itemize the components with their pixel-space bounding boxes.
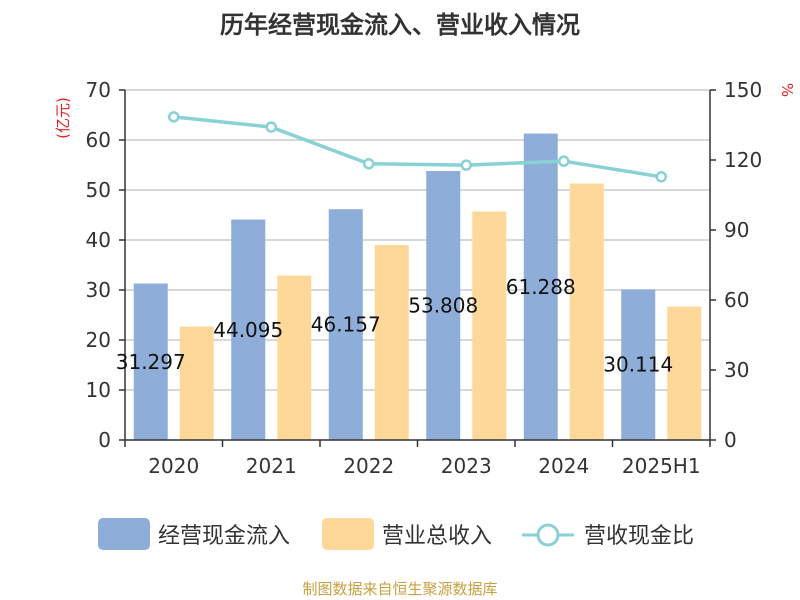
legend-marker-ratio — [536, 523, 560, 547]
left-tick-label: 20 — [86, 328, 111, 352]
left-tick-label: 30 — [86, 278, 111, 302]
right-tick-label: 150 — [724, 78, 762, 102]
left-axis-unit: (亿元) — [54, 97, 72, 139]
data-label-cash-inflow: 46.157 — [311, 313, 381, 337]
right-tick-label: 120 — [724, 148, 762, 172]
data-label-cash-inflow: 53.808 — [408, 293, 478, 317]
bar-cash-inflow — [621, 289, 656, 440]
bar-cash-inflow — [328, 209, 363, 440]
data-label-cash-inflow: 44.095 — [213, 318, 283, 342]
bar-cash-inflow — [523, 133, 558, 440]
ratio-line — [173, 115, 662, 179]
x-tick-label: 2021 — [246, 454, 297, 478]
x-axis-ticks: 2020 2021 2022 2023 2024 2025H1 — [124, 440, 711, 478]
bar-cash-inflow — [133, 283, 168, 440]
bar-revenue — [569, 183, 604, 440]
legend-swatch-cash-inflow — [98, 518, 150, 550]
x-tick-label: 2024 — [538, 454, 589, 478]
left-tick-label: 0 — [98, 428, 111, 452]
right-axis-unit: % — [778, 83, 796, 97]
left-tick-label: 10 — [86, 378, 111, 402]
data-labels: 31.297 44.095 46.157 53.808 61.288 30.114 — [116, 275, 673, 377]
x-tick-label: 2022 — [343, 454, 394, 478]
chart-title: 历年经营现金流入、营业收入情况 — [220, 11, 580, 39]
legend: 经营现金流入 营业总收入 营收现金比 — [98, 518, 694, 550]
ratio-point — [265, 121, 277, 133]
legend-label-ratio: 营收现金比 — [584, 524, 694, 549]
bar-revenue — [277, 275, 312, 440]
legend-label-revenue: 营业总收入 — [382, 524, 492, 549]
ratio-point — [655, 171, 667, 183]
data-label-cash-inflow: 30.114 — [603, 353, 673, 377]
x-tick-label: 2020 — [148, 454, 199, 478]
left-axis-ticks: 0 10 20 30 40 50 60 70 — [86, 78, 125, 452]
left-tick-label: 60 — [86, 128, 111, 152]
bar-revenue — [179, 326, 214, 440]
x-tick-label: 2025H1 — [622, 454, 701, 478]
bars-group — [133, 133, 702, 440]
legend-label-cash-inflow: 经营现金流入 — [158, 524, 290, 549]
left-tick-label: 50 — [86, 178, 111, 202]
grid-lines — [125, 89, 710, 391]
left-tick-label: 40 — [86, 228, 111, 252]
bar-revenue — [472, 211, 507, 440]
right-tick-label: 90 — [724, 218, 749, 242]
ratio-point — [558, 155, 570, 167]
ratio-point — [460, 159, 472, 171]
left-tick-label: 70 — [86, 78, 111, 102]
legend-swatch-revenue — [322, 518, 374, 550]
bar-cash-inflow — [231, 219, 266, 440]
ratio-point — [168, 111, 180, 123]
data-label-cash-inflow: 61.288 — [506, 275, 576, 299]
right-tick-label: 30 — [724, 358, 749, 382]
right-tick-label: 60 — [724, 288, 749, 312]
bar-revenue — [667, 306, 702, 440]
right-axis-ticks: 0 30 60 90 120 150 — [710, 78, 762, 452]
source-note: 制图数据来自恒生聚源数据库 — [302, 580, 497, 598]
ratio-line-group — [168, 111, 667, 183]
right-tick-label: 0 — [724, 428, 737, 452]
bar-revenue — [374, 245, 409, 440]
bar-cash-inflow — [426, 170, 461, 440]
x-tick-label: 2023 — [441, 454, 492, 478]
ratio-point — [363, 157, 375, 170]
data-label-cash-inflow: 31.297 — [116, 350, 186, 374]
